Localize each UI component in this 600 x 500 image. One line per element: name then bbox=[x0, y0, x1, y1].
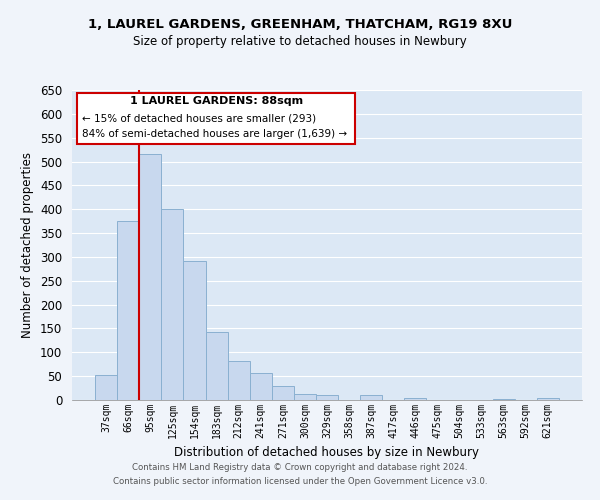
Bar bbox=[95, 375, 117, 400]
Bar bbox=[206, 332, 227, 400]
Bar bbox=[316, 395, 338, 400]
Bar bbox=[493, 398, 515, 400]
Bar bbox=[404, 398, 427, 400]
Bar bbox=[294, 394, 316, 400]
Bar bbox=[360, 395, 382, 400]
Bar bbox=[250, 373, 272, 400]
Text: 84% of semi-detached houses are larger (1,639) →: 84% of semi-detached houses are larger (… bbox=[82, 128, 347, 138]
FancyBboxPatch shape bbox=[77, 93, 355, 144]
Text: 1 LAUREL GARDENS: 88sqm: 1 LAUREL GARDENS: 88sqm bbox=[130, 96, 302, 106]
X-axis label: Distribution of detached houses by size in Newbury: Distribution of detached houses by size … bbox=[175, 446, 479, 460]
Y-axis label: Number of detached properties: Number of detached properties bbox=[22, 152, 34, 338]
Bar bbox=[537, 398, 559, 400]
Bar bbox=[139, 154, 161, 400]
Text: Contains HM Land Registry data © Crown copyright and database right 2024.: Contains HM Land Registry data © Crown c… bbox=[132, 464, 468, 472]
Bar bbox=[227, 361, 250, 400]
Text: 1, LAUREL GARDENS, GREENHAM, THATCHAM, RG19 8XU: 1, LAUREL GARDENS, GREENHAM, THATCHAM, R… bbox=[88, 18, 512, 30]
Bar bbox=[184, 260, 206, 400]
Bar bbox=[117, 221, 139, 400]
Text: Size of property relative to detached houses in Newbury: Size of property relative to detached ho… bbox=[133, 35, 467, 48]
Bar bbox=[272, 386, 294, 400]
Bar bbox=[161, 209, 184, 400]
Text: ← 15% of detached houses are smaller (293): ← 15% of detached houses are smaller (29… bbox=[82, 113, 316, 123]
Text: Contains public sector information licensed under the Open Government Licence v3: Contains public sector information licen… bbox=[113, 477, 487, 486]
